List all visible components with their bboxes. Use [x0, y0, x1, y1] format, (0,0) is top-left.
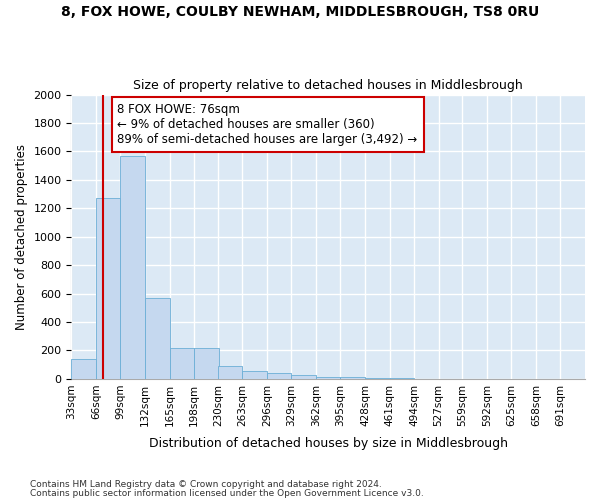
Text: 8 FOX HOWE: 76sqm
← 9% of detached houses are smaller (360)
89% of semi-detached: 8 FOX HOWE: 76sqm ← 9% of detached house…: [118, 103, 418, 146]
Bar: [194, 348, 218, 379]
Title: Size of property relative to detached houses in Middlesbrough: Size of property relative to detached ho…: [133, 79, 523, 92]
Text: Contains public sector information licensed under the Open Government Licence v3: Contains public sector information licen…: [30, 489, 424, 498]
Bar: [292, 376, 316, 379]
Bar: [145, 298, 170, 379]
Bar: [71, 359, 96, 379]
Bar: [365, 378, 389, 379]
Bar: [267, 372, 292, 379]
Y-axis label: Number of detached properties: Number of detached properties: [15, 144, 28, 330]
Bar: [242, 371, 267, 379]
X-axis label: Distribution of detached houses by size in Middlesbrough: Distribution of detached houses by size …: [149, 437, 508, 450]
Bar: [96, 198, 121, 379]
Bar: [218, 366, 242, 379]
Text: Contains HM Land Registry data © Crown copyright and database right 2024.: Contains HM Land Registry data © Crown c…: [30, 480, 382, 489]
Text: 8, FOX HOWE, COULBY NEWHAM, MIDDLESBROUGH, TS8 0RU: 8, FOX HOWE, COULBY NEWHAM, MIDDLESBROUG…: [61, 5, 539, 19]
Bar: [316, 377, 340, 379]
Bar: [170, 348, 194, 379]
Bar: [121, 156, 145, 379]
Bar: [340, 377, 365, 379]
